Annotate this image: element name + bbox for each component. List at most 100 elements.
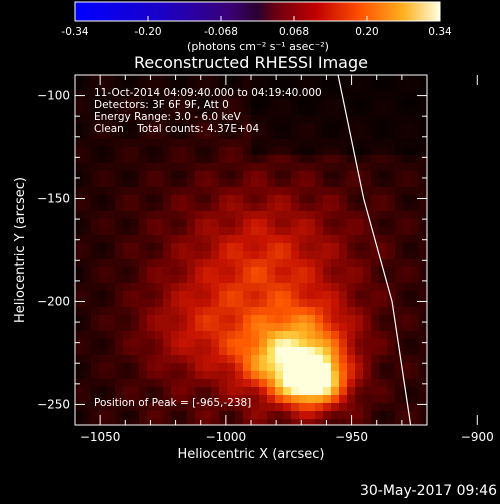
heatmap-cell	[163, 187, 172, 196]
heatmap-cell	[323, 403, 332, 412]
heatmap-cell	[163, 299, 172, 308]
heatmap-cell	[259, 139, 268, 148]
heatmap-cell	[291, 299, 300, 308]
heatmap-cell	[227, 339, 236, 348]
heatmap-cell	[235, 267, 244, 276]
heatmap-cell	[147, 227, 156, 236]
heatmap-cell	[419, 131, 427, 140]
heatmap-cell	[155, 419, 164, 425]
heatmap-cell	[187, 331, 196, 340]
heatmap-cell	[251, 299, 260, 308]
heatmap-cell	[219, 347, 228, 356]
heatmap-cell	[83, 139, 92, 148]
heatmap-cell	[363, 147, 372, 156]
heatmap-cell	[291, 371, 300, 380]
heatmap-cell	[243, 139, 252, 148]
heatmap-cell	[339, 131, 348, 140]
heatmap-cell	[155, 267, 164, 276]
heatmap-cell	[147, 83, 156, 92]
heatmap-cell	[131, 123, 140, 132]
heatmap-cell	[259, 355, 268, 364]
heatmap-cell	[267, 291, 276, 300]
heatmap-cell	[331, 187, 340, 196]
heatmap-cell	[243, 355, 252, 364]
heatmap-cell	[283, 331, 292, 340]
heatmap-cell	[123, 411, 132, 420]
heatmap-cell	[219, 363, 228, 372]
heatmap-cell	[187, 411, 196, 420]
heatmap-cell	[179, 123, 188, 132]
heatmap-cell	[187, 323, 196, 332]
heatmap-cell	[267, 211, 276, 220]
heatmap-cell	[275, 211, 284, 220]
heatmap-cell	[387, 411, 396, 420]
heatmap-cell	[107, 275, 116, 284]
heatmap-cell	[267, 267, 276, 276]
heatmap-cell	[307, 323, 316, 332]
heatmap-cell	[307, 339, 316, 348]
heatmap-cell	[259, 187, 268, 196]
heatmap-cell	[83, 251, 92, 260]
heatmap-cell	[91, 203, 100, 212]
heatmap-cell	[307, 259, 316, 268]
heatmap-cell	[299, 339, 308, 348]
heatmap-cell	[307, 355, 316, 364]
heatmap-cell	[203, 179, 212, 188]
heatmap-cell	[307, 195, 316, 204]
heatmap-cell	[371, 163, 380, 172]
heatmap-cell	[259, 155, 268, 164]
heatmap-cell	[155, 243, 164, 252]
heatmap-cell	[243, 75, 252, 84]
heatmap-cell	[251, 75, 260, 84]
heatmap-cell	[171, 411, 180, 420]
heatmap-cell	[211, 275, 220, 284]
heatmap-cell	[379, 203, 388, 212]
heatmap-cell	[163, 275, 172, 284]
heatmap-cell	[283, 211, 292, 220]
heatmap-cell	[131, 347, 140, 356]
y-tick-label: −200	[37, 294, 70, 308]
heatmap-cell	[195, 363, 204, 372]
heatmap-cell	[179, 291, 188, 300]
heatmap-cell	[123, 139, 132, 148]
heatmap-cell	[395, 339, 404, 348]
heatmap-cell	[187, 275, 196, 284]
heatmap-cell	[323, 171, 332, 180]
heatmap-cell	[315, 331, 324, 340]
heatmap-cell	[131, 267, 140, 276]
heatmap-cell	[299, 315, 308, 324]
heatmap-cell	[419, 99, 427, 108]
heatmap-cell	[403, 187, 412, 196]
heatmap-cell	[99, 347, 108, 356]
heatmap-cell	[139, 347, 148, 356]
heatmap-cell	[163, 211, 172, 220]
heatmap-cell	[219, 75, 228, 84]
heatmap-cell	[235, 299, 244, 308]
heatmap-cell	[195, 99, 204, 108]
heatmap-cell	[155, 227, 164, 236]
heatmap-cell	[235, 291, 244, 300]
heatmap-cell	[371, 291, 380, 300]
heatmap-cell	[403, 155, 412, 164]
heatmap-cell	[331, 259, 340, 268]
heatmap-cell	[107, 219, 116, 228]
heatmap-cell	[347, 347, 356, 356]
heatmap-cell	[347, 179, 356, 188]
heatmap-cell	[291, 323, 300, 332]
heatmap-cell	[379, 179, 388, 188]
heatmap-cell	[251, 387, 260, 396]
heatmap-cell	[163, 171, 172, 180]
heatmap-cell	[355, 275, 364, 284]
heatmap-cell	[235, 203, 244, 212]
heatmap-cell	[291, 387, 300, 396]
heatmap-cell	[283, 387, 292, 396]
heatmap-cell	[211, 219, 220, 228]
heatmap-cell	[155, 347, 164, 356]
heatmap-cell	[395, 243, 404, 252]
heatmap-cell	[307, 235, 316, 244]
heatmap-cell	[283, 371, 292, 380]
heatmap-cell	[323, 363, 332, 372]
heatmap-cell	[155, 315, 164, 324]
heatmap-cell	[331, 403, 340, 412]
heatmap-cell	[419, 299, 427, 308]
